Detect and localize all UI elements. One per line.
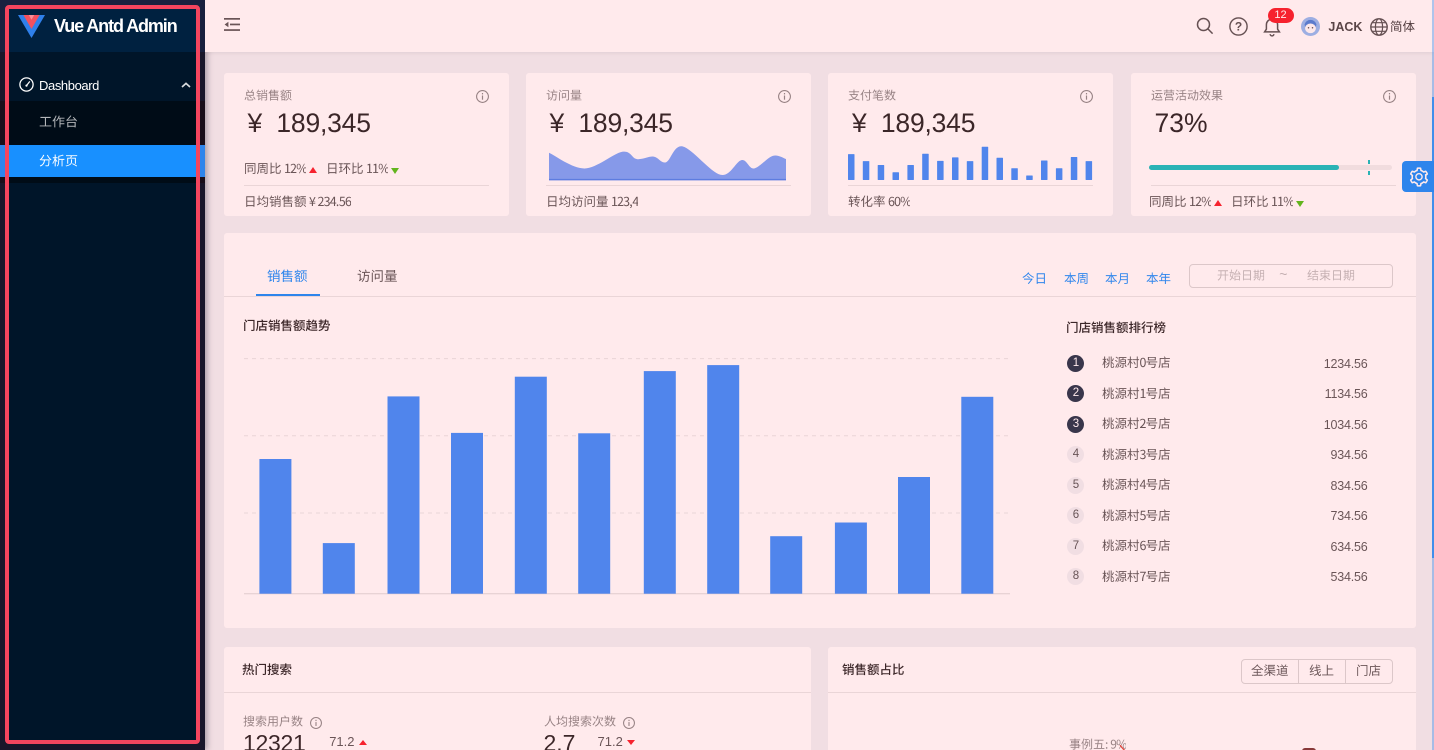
- svg-text:?: ?: [1235, 19, 1242, 33]
